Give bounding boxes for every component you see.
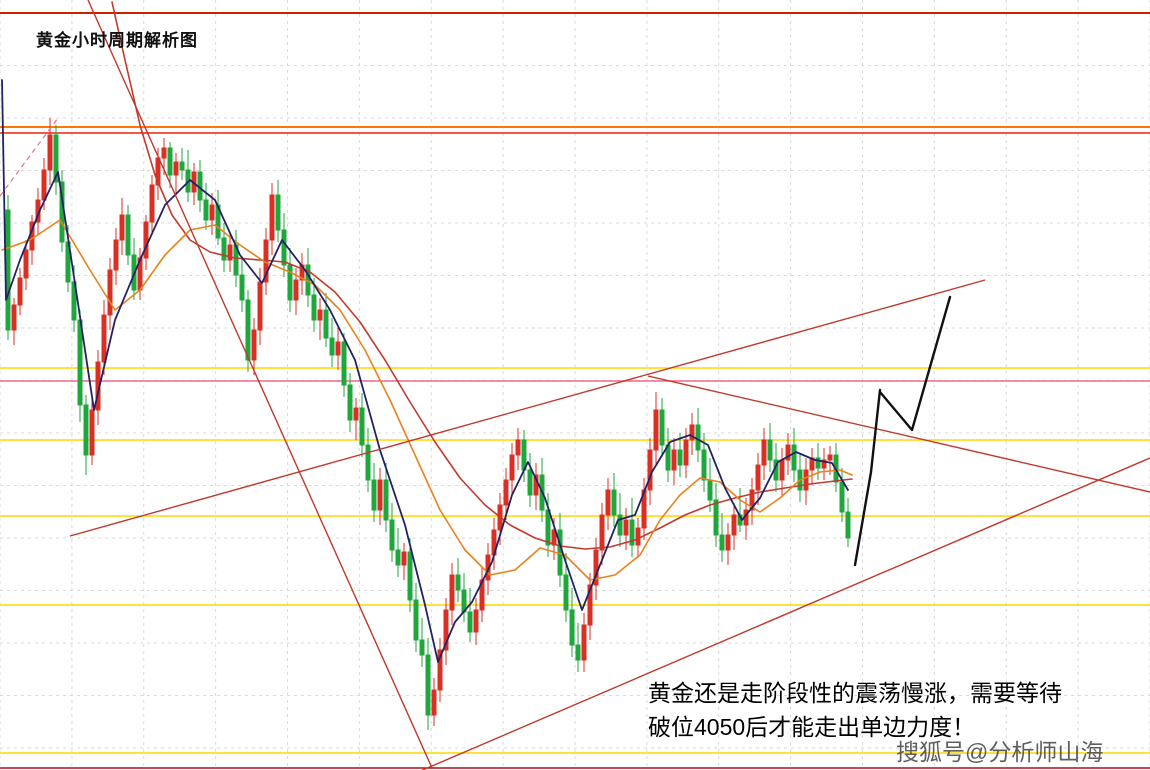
trendline-ascending-channel-upper: [69, 279, 986, 537]
ma-slow-red: [111, 1, 853, 550]
ma-fast-navy: [1, 79, 849, 663]
chart-title: 黄金小时周期解析图: [36, 31, 198, 50]
hand-arrow-stroke-2: [878, 295, 952, 432]
analyst-note: 黄金还是走阶段性的震荡慢涨，需要等待 破位4050后才能走出单边力度！: [648, 676, 1062, 744]
analyst-note-line2: 破位4050后才能走出单边力度！: [648, 714, 976, 740]
hand-arrow-stroke-1: [853, 388, 882, 567]
trendline-descending-steep-left: [87, 0, 433, 769]
trendline-ascending-channel-lower: [420, 457, 1150, 770]
ma-mid-orange: [1, 219, 853, 581]
watermark-text: 搜狐号@分析师山海: [896, 739, 1104, 765]
analyst-note-line1: 黄金还是走阶段性的震荡慢涨，需要等待: [648, 680, 1062, 706]
trendline-dashed-pink-topleft: [0, 117, 59, 197]
trendline-descending-right: [647, 375, 1150, 493]
